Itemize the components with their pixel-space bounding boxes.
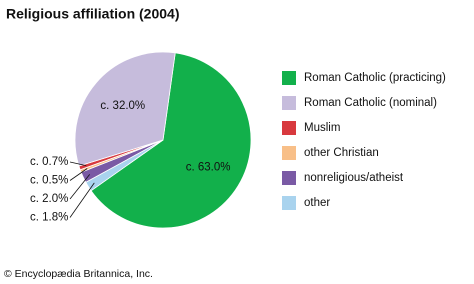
slice-label: c. 1.8%	[30, 212, 68, 224]
leader-line	[69, 174, 91, 200]
leader-line	[69, 168, 88, 181]
slice-label: c. 32.0%	[100, 100, 145, 112]
pie-slice	[90, 52, 252, 229]
legend-swatch	[282, 196, 296, 210]
slice-label: c. 0.7%	[30, 156, 68, 168]
leader-line	[69, 161, 87, 167]
legend-swatch	[282, 71, 296, 85]
legend-label: Roman Catholic (nominal)	[304, 97, 437, 109]
legend-swatch	[282, 121, 296, 135]
credit: © Encyclopædia Britannica, Inc.	[4, 268, 153, 280]
legend-label: other Christian	[304, 147, 379, 159]
legend-label: Roman Catholic (practicing)	[304, 72, 446, 84]
slice-label: c. 63.0%	[186, 162, 231, 174]
legend-swatch	[282, 171, 296, 185]
slice-label: c. 0.5%	[30, 175, 68, 187]
legend-swatch	[282, 96, 296, 110]
legend-swatch	[282, 146, 296, 160]
legend-label: Muslim	[304, 122, 340, 134]
slice-label: c. 2.0%	[30, 193, 68, 205]
legend-label: other	[304, 197, 330, 209]
leader-line	[69, 182, 95, 218]
legend-label: nonreligious/atheist	[304, 172, 404, 184]
pie-slice	[74, 51, 176, 167]
chart-title: Religious affiliation (2004)	[6, 6, 179, 22]
